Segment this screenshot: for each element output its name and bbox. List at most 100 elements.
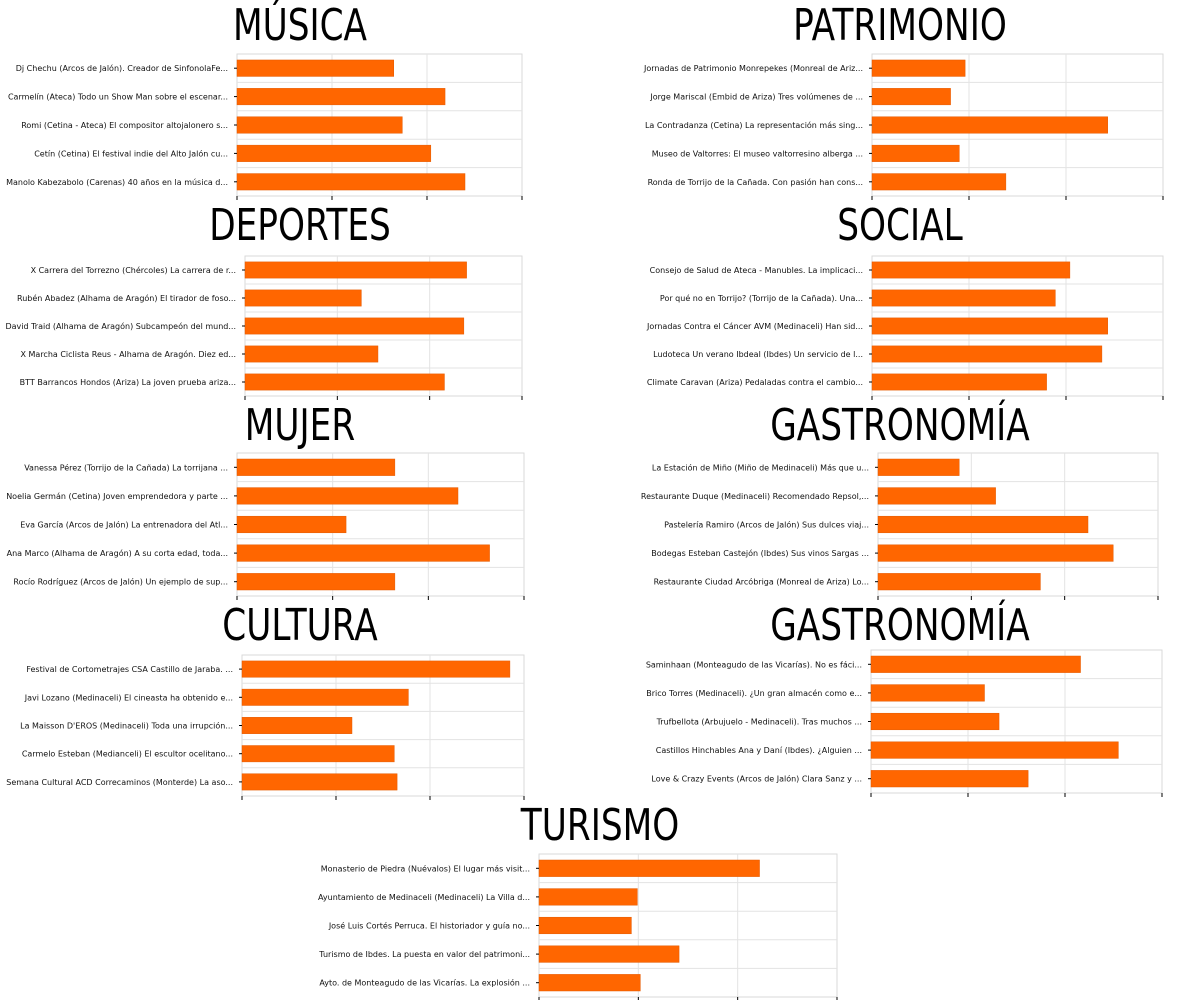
chart-panel-2: DEPORTES X Carrera del Torrezno (Chércole… [0, 200, 600, 400]
chart-panel-3: SOCIAL Consejo de Salud de Ateca - Manubl… [600, 200, 1200, 400]
bar[interactable] [870, 741, 1119, 759]
category-label: Dj Chechu (Arcos de Jalón). Creador de S… [16, 63, 228, 73]
bar[interactable] [236, 458, 396, 476]
bar[interactable] [870, 712, 1000, 731]
category-label: Jornadas Contra el Cáncer AVM (Medinacel… [646, 322, 863, 331]
category-label: Turismo de Ibdes. La puesta en valor del… [318, 950, 530, 959]
category-label: Manolo Kabezabolo (Carenas) 40 años en l… [6, 178, 228, 187]
category-label: Cetín (Cetina) El festival indie del Alt… [34, 148, 228, 158]
bar[interactable] [871, 173, 1007, 191]
category-label: La Contradanza (Cetina) La representació… [645, 120, 863, 130]
bar[interactable] [871, 88, 951, 106]
category-label: Jornadas de Patrimonio Monrepekes (Monre… [643, 64, 863, 73]
bar[interactable] [244, 261, 467, 279]
category-label: Castillos Hinchables Ana y Daní (Ibdes).… [656, 746, 862, 755]
category-label: Rocío Rodríguez (Arcos de Jalón) Un ejem… [13, 577, 228, 587]
bar[interactable] [871, 345, 1103, 363]
bar[interactable] [538, 888, 638, 906]
chart-panel-0: MÚSICA Dj Chechu (Arcos de Jalón). Creado… [0, 0, 600, 200]
category-label: Ludoteca Un verano Ibdeal (Ibdes) Un ser… [653, 350, 863, 359]
category-label: Semana Cultural ACD Correcaminos (Monter… [6, 778, 233, 787]
category-label: Ayto. de Monteagudo de las Vicarías. La … [319, 978, 530, 988]
bar[interactable] [244, 289, 362, 307]
category-label: Carmelo Esteban (Medianceli) El escultor… [22, 750, 233, 759]
bar-chart: Saminhaan (Monteagudo de las Vicarías). … [646, 649, 1163, 797]
category-label: David Traid (Alhama de Aragón) Subcampeó… [5, 321, 236, 331]
bar[interactable] [871, 261, 1071, 279]
chart-title: GASTRONOMÍA [770, 600, 1030, 651]
bar[interactable] [241, 688, 409, 706]
bar[interactable] [877, 458, 960, 476]
bar[interactable] [871, 373, 1047, 391]
category-label: Ronda de Torrijo de la Cañada. Con pasió… [648, 177, 863, 187]
chart-title: CULTURA [222, 600, 378, 651]
category-label: Ana Marco (Alhama de Aragón) A su corta … [7, 548, 228, 558]
chart-panel-7: GASTRONOMÍA Saminhaan (Monteagudo de las … [600, 600, 1200, 800]
bar[interactable] [538, 859, 760, 877]
bar[interactable] [877, 487, 996, 505]
bar[interactable] [236, 487, 459, 505]
category-label: La Estación de Miño (Miño de Medinaceli)… [652, 462, 869, 472]
bar-chart: Consejo de Salud de Ateca - Manubles. La… [646, 255, 1164, 400]
category-label: Museo de Valtorres: El museo valtorresin… [652, 149, 863, 158]
bar-chart: X Carrera del Torrezno (Chércoles) La ca… [5, 255, 523, 400]
category-label: José Luis Cortés Perruca. El historiador… [328, 921, 530, 931]
bar[interactable] [241, 717, 353, 734]
bar[interactable] [236, 88, 446, 106]
bar[interactable] [871, 317, 1108, 335]
chart-title: MÚSICA [232, 0, 368, 51]
bar[interactable] [236, 515, 347, 534]
bar[interactable] [236, 59, 394, 77]
category-label: Rubén Abadez (Alhama de Aragón) El tirad… [17, 293, 236, 303]
category-label: Brico Torres (Medinaceli). ¿Un gran alma… [646, 688, 862, 698]
bar[interactable] [244, 373, 445, 391]
category-label: Ayuntamiento de Medinaceli (Medinaceli) … [318, 893, 530, 902]
bar[interactable] [871, 116, 1108, 134]
bar[interactable] [244, 317, 465, 335]
chart-title: SOCIAL [837, 200, 963, 251]
category-label: Saminhaan (Monteagudo de las Vicarías). … [646, 660, 862, 669]
bar[interactable] [241, 745, 395, 763]
chart-title: TURISMO [520, 800, 680, 851]
bar[interactable] [870, 684, 985, 702]
category-label: Carmelín (Ateca) Todo un Show Man sobre … [8, 93, 228, 102]
bar[interactable] [236, 544, 490, 562]
bar-chart: Jornadas de Patrimonio Monrepekes (Monre… [643, 53, 1164, 200]
bar[interactable] [870, 770, 1029, 788]
bar[interactable] [236, 116, 403, 134]
bar[interactable] [244, 345, 379, 363]
category-label: X Marcha Ciclista Reus - Alhama de Aragó… [20, 349, 236, 359]
bar[interactable] [236, 173, 466, 191]
bar[interactable] [241, 773, 398, 791]
category-label: Vanessa Pérez (Torrijo de la Cañada) La … [24, 462, 228, 472]
category-label: BTT Barrancos Hondos (Ariza) La joven pr… [20, 378, 236, 387]
bar[interactable] [236, 144, 432, 162]
bar[interactable] [538, 974, 641, 992]
bar[interactable] [538, 945, 680, 963]
bar[interactable] [877, 515, 1089, 534]
chart-panel-6: CULTURA Festival de Cortometrajes CSA Cas… [0, 600, 600, 800]
category-label: X Carrera del Torrezno (Chércoles) La ca… [31, 265, 236, 275]
bar[interactable] [538, 916, 632, 935]
category-label: Trufbellota (Arbujuelo - Medinaceli). Tr… [656, 718, 862, 727]
category-label: La Maisson D'EROS (Medinaceli) Toda una … [20, 721, 233, 731]
category-label: Bodegas Esteban Castejón (Ibdes) Sus vin… [651, 548, 869, 558]
bar-chart: Monasterio de Piedra (Nuévalos) El lugar… [318, 853, 838, 1000]
chart-title: DEPORTES [209, 200, 391, 251]
bar[interactable] [871, 144, 960, 162]
bar[interactable] [236, 573, 396, 591]
category-label: Monasterio de Piedra (Nuévalos) El lugar… [321, 863, 530, 873]
chart-panel-5: GASTRONOMÍA La Estación de Miño (Miño de … [600, 400, 1200, 600]
bar[interactable] [871, 289, 1056, 307]
bar-chart: Festival de Cortometrajes CSA Castillo d… [6, 654, 525, 800]
category-label: Romi (Cetina - Ateca) El compositor alto… [21, 121, 228, 130]
category-label: Restaurante Ciudad Arcóbriga (Monreal de… [654, 577, 869, 587]
category-label: Love & Crazy Events (Arcos de Jalón) Cla… [651, 774, 862, 784]
chart-title: MUJER [244, 400, 356, 451]
bar[interactable] [870, 655, 1081, 673]
bar[interactable] [241, 660, 511, 678]
bar[interactable] [871, 59, 966, 77]
bar[interactable] [877, 573, 1041, 591]
category-label: Consejo de Salud de Ateca - Manubles. La… [650, 266, 863, 275]
bar[interactable] [877, 544, 1114, 562]
